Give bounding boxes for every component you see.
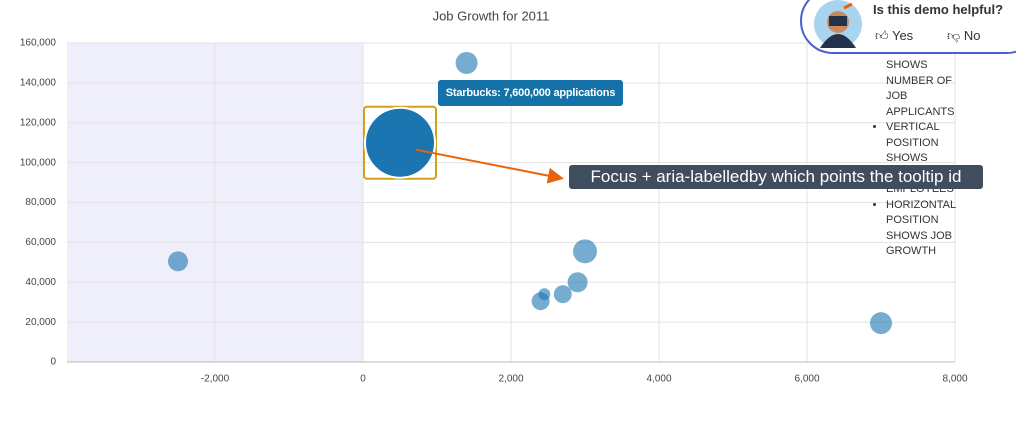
no-label: No (963, 28, 981, 43)
y-tick-label: 40,000 (25, 277, 56, 288)
x-tick-label: 2,000 (498, 374, 523, 385)
bubble (168, 251, 188, 272)
y-tick-label: 20,000 (25, 317, 56, 328)
chart-title: Job Growth for 2011 (433, 8, 550, 23)
no-button[interactable]: 👎︎ No (947, 28, 981, 43)
x-tick-label: 8,000 (942, 374, 967, 385)
x-tick-label: 0 (360, 374, 366, 385)
bubble (364, 106, 436, 179)
x-tick-label: -2,000 (201, 374, 230, 385)
bubble (455, 51, 478, 74)
bubble (870, 312, 892, 335)
description-item: SHOWS NUMBER OF JOB APPLICANTS (886, 59, 955, 118)
bubble (538, 288, 551, 301)
bubble (567, 272, 588, 293)
y-tick-label: 160,000 (20, 38, 57, 49)
tooltip: Starbucks: 7,600,000 applications (438, 80, 623, 106)
yes-label: Yes (891, 28, 914, 43)
feedback-question: Is this demo helpful? (873, 2, 1004, 17)
description-item: HORIZONTAL POSITION SHOWS JOB GROWTH (886, 198, 976, 260)
y-tick-label: 60,000 (25, 237, 56, 248)
y-tick-label: 140,000 (20, 78, 57, 89)
chart-description: SHOWS NUMBER OF JOB APPLICANTS VERTICAL … (872, 58, 976, 260)
feedback-widget: Is this demo helpful? 👍︎ Yes 👎︎ No (800, 0, 1016, 54)
y-tick-label: 100,000 (20, 157, 57, 168)
yes-button[interactable]: 👍︎ Yes (875, 28, 914, 43)
x-tick-label: 6,000 (794, 374, 819, 385)
annotation: Focus + aria-labelledby which points the… (569, 165, 983, 189)
bubble (553, 285, 572, 304)
bubble (573, 239, 597, 264)
avatar (814, 0, 862, 48)
y-tick-label: 0 (50, 357, 56, 368)
x-tick-label: 4,000 (646, 374, 671, 385)
y-tick-label: 80,000 (25, 197, 56, 208)
y-tick-label: 120,000 (20, 117, 57, 128)
annotation-arrow (415, 148, 564, 184)
